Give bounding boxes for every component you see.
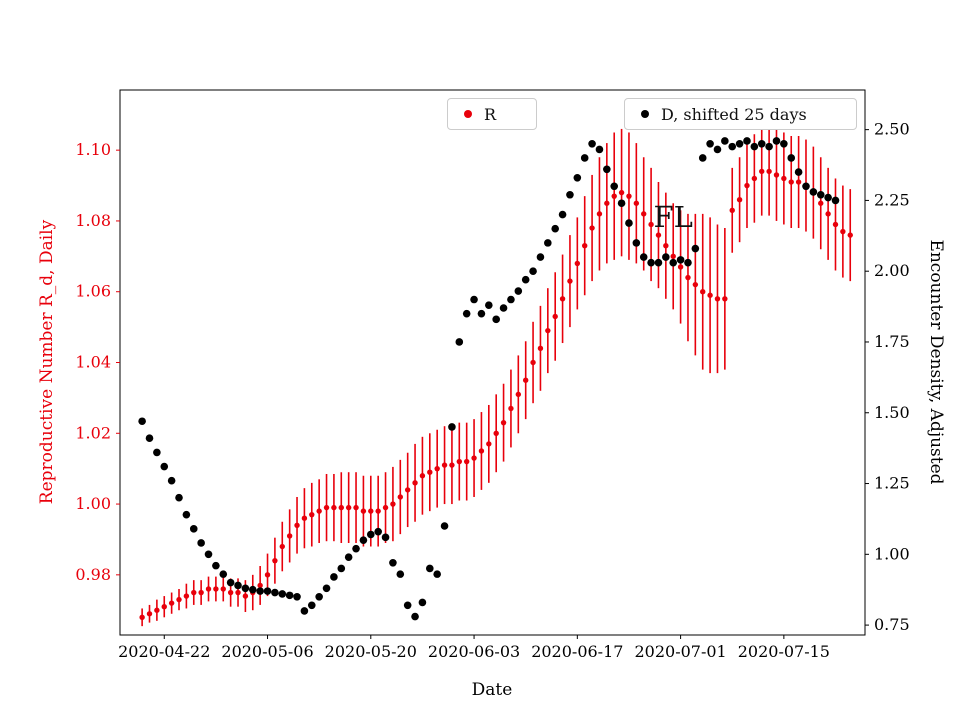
svg-text:0.75: 0.75	[874, 615, 910, 634]
svg-text:2020-05-06: 2020-05-06	[221, 642, 313, 661]
state-annotation: FL	[653, 200, 693, 235]
svg-text:2020-06-17: 2020-06-17	[531, 642, 623, 661]
svg-text:2.50: 2.50	[874, 120, 910, 139]
svg-text:1.04: 1.04	[75, 353, 111, 372]
left-axis-title: Reproductive Number R_d, Daily	[37, 219, 57, 505]
svg-text:1.02: 1.02	[75, 423, 111, 442]
svg-text:1.08: 1.08	[75, 211, 111, 230]
d-series-marker-icon	[641, 110, 649, 118]
svg-text:2020-07-01: 2020-07-01	[634, 642, 726, 661]
svg-text:1.00: 1.00	[75, 494, 111, 513]
svg-text:2020-07-15: 2020-07-15	[738, 642, 830, 661]
svg-text:1.00: 1.00	[874, 544, 910, 563]
svg-text:2020-05-20: 2020-05-20	[325, 642, 417, 661]
svg-text:2020-04-22: 2020-04-22	[118, 642, 210, 661]
svg-text:2.00: 2.00	[874, 261, 910, 280]
legend-r: R	[447, 98, 537, 130]
r-series-marker-icon	[464, 110, 472, 118]
legend-d-label: D, shifted 25 days	[661, 104, 807, 124]
svg-text:1.50: 1.50	[874, 403, 910, 422]
x-axis-title: Date	[471, 680, 513, 700]
svg-text:1.25: 1.25	[874, 474, 910, 493]
svg-text:2.25: 2.25	[874, 190, 910, 209]
right-axis-title: Encounter Density, Adjusted	[926, 239, 946, 485]
legend-r-label: R	[484, 104, 497, 124]
legend-d: D, shifted 25 days	[624, 98, 857, 130]
svg-text:1.75: 1.75	[874, 332, 910, 351]
svg-text:1.10: 1.10	[75, 140, 111, 159]
svg-text:0.98: 0.98	[75, 565, 111, 584]
svg-text:2020-06-03: 2020-06-03	[428, 642, 520, 661]
svg-text:1.06: 1.06	[75, 282, 111, 301]
